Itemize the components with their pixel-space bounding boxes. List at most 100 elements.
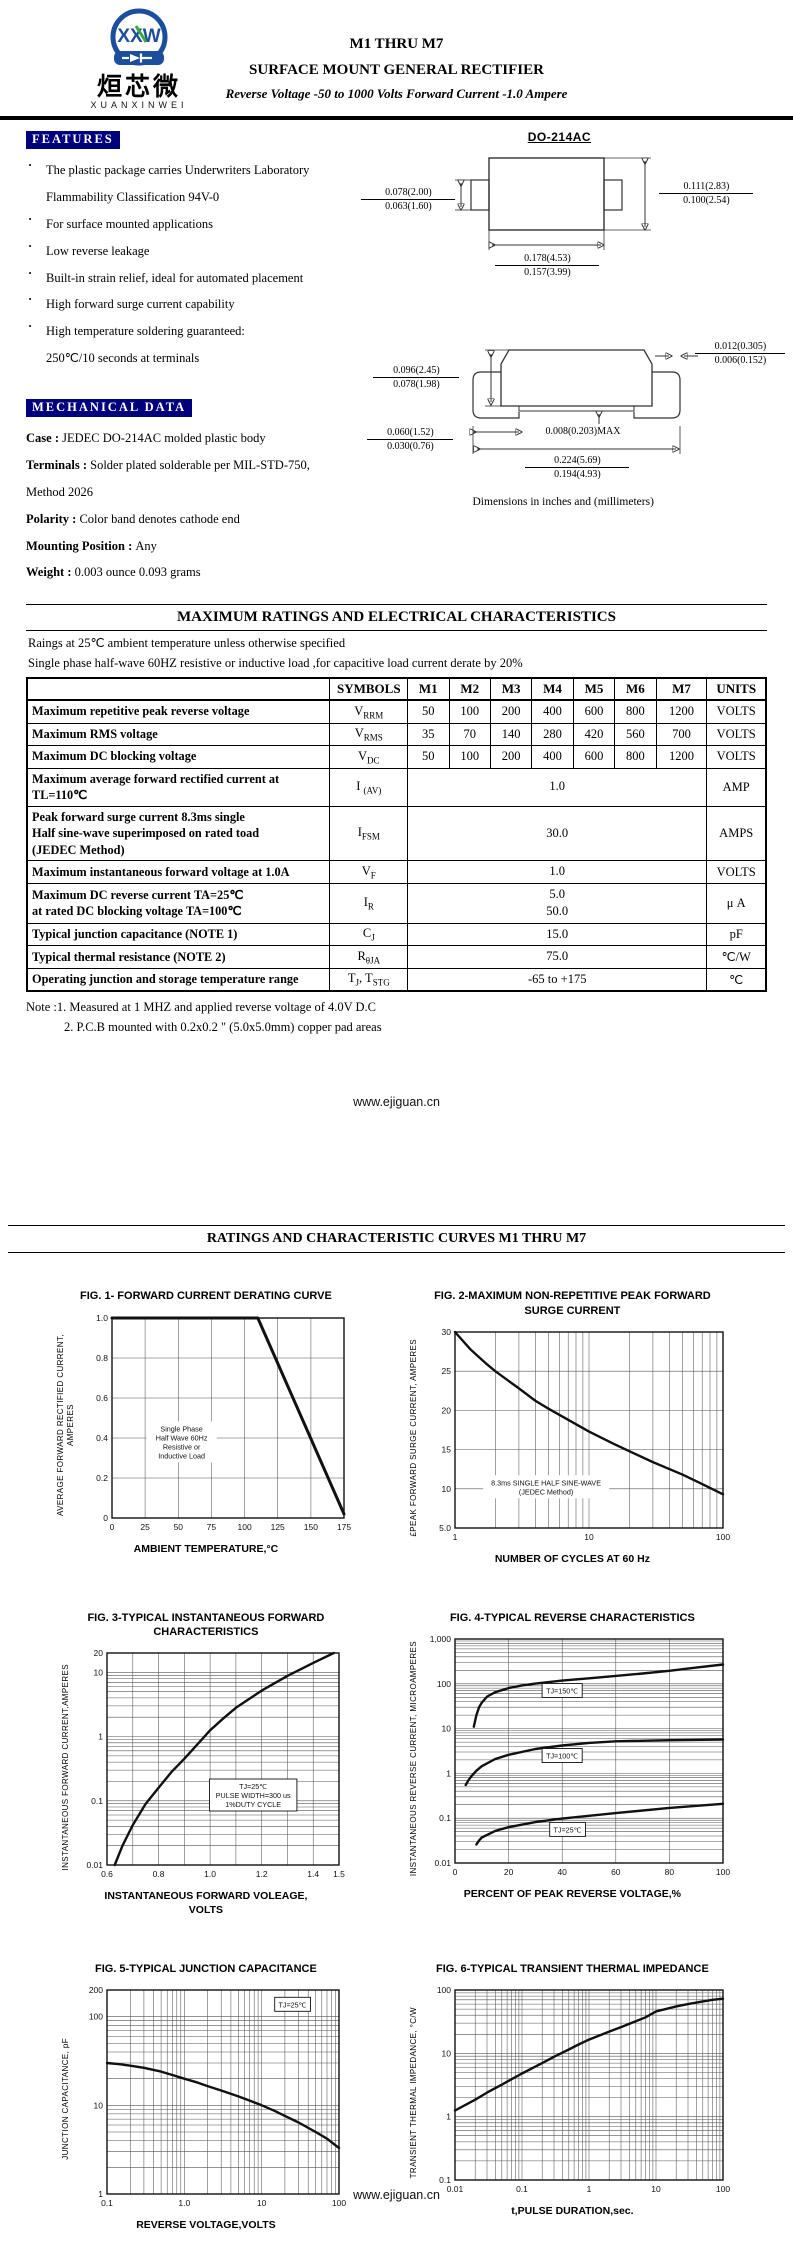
fig6-plot-area: 0.01 0.1 1 10 100 0.1 1 10 100: [419, 1982, 735, 2203]
ratings-symbol: IFSM: [329, 805, 409, 862]
mechanical-row: Case : JEDEC DO-214AC molded plastic bod…: [26, 425, 359, 452]
svg-text:0.1: 0.1: [440, 2175, 452, 2185]
ratings-unit: VOLTS: [706, 860, 767, 884]
fig1-x-axis-label: AMBIENT TEMPERATURE,°C: [30, 1543, 382, 1557]
svg-text:0.01: 0.01: [447, 2184, 464, 2194]
svg-text:100: 100: [437, 1985, 451, 1995]
fig4-plot-area: 0 20 40 60 80 100 0.01 0.1 1 10 100 1,000 TJ=150℃ TJ=…: [419, 1631, 735, 1886]
ratings-unit: VOLTS: [706, 745, 767, 769]
svg-text:0.8: 0.8: [96, 1353, 108, 1363]
value-line: 30.0: [546, 825, 569, 840]
ratings-value: 50: [407, 745, 450, 769]
x-label-line: VOLTS: [188, 1903, 224, 1916]
website-link[interactable]: www.ejiguan.cn: [353, 1095, 440, 1110]
svg-text:1: 1: [447, 2112, 452, 2122]
fig3-y-axis-label: INSTANTANEOUS FORWARD CURRENT,AMPERES: [60, 1663, 70, 1871]
fig1-plot: 0 25 50 75 100 125 150 175 0 0.2 0.4 0.6 0.8 1.0 Singl…: [96, 1313, 351, 1532]
feature-item: For surface mounted applications: [26, 211, 359, 238]
fig3-x-axis-label: INSTANTANEOUS FORWARD VOLEAGE, VOLTS: [30, 1890, 382, 1917]
x-label-line: PERCENT OF PEAK REVERSE VOLTAGE,%: [463, 1888, 682, 1900]
svg-text:10: 10: [442, 1484, 452, 1494]
svg-text:10: 10: [257, 2198, 267, 2208]
fig4-plot: 0 20 40 60 80 100 0.01 0.1 1 10 100 1,000 TJ=150℃ TJ=…: [430, 1634, 731, 1877]
svg-text:5.0: 5.0: [440, 1523, 452, 1533]
ratings-column-header: M1: [407, 677, 450, 701]
svg-text:1: 1: [98, 1732, 103, 1742]
title-block: M1 THRU M7 SURFACE MOUNT GENERAL RECTIFI…: [0, 36, 793, 102]
ratings-symbol: IR: [329, 882, 409, 924]
header-divider: [0, 116, 793, 120]
x-label-line: AMBIENT TEMPERATURE,°C: [133, 1542, 279, 1555]
ratings-parameter: Maximum RMS voltage: [26, 722, 331, 746]
ratings-unit: pF: [706, 922, 767, 947]
ratings-parameter: Peak forward surge current 8.3ms single H…: [26, 805, 331, 862]
parameter-line: Maximum average forward rectified curren…: [32, 771, 280, 786]
ratings-value: 800: [614, 699, 657, 724]
footer-website-link[interactable]: www.ejiguan.cn: [353, 2188, 440, 2202]
ratings-symbol: VRMS: [329, 722, 409, 746]
ratings-symbol: VDC: [329, 745, 409, 769]
svg-text:10: 10: [442, 2048, 452, 2058]
feature-line: Built-in strain relief, ideal for automa…: [46, 270, 304, 285]
ratings-unit: ℃/W: [706, 945, 767, 969]
svg-text:30: 30: [442, 1327, 452, 1337]
mechanical-list: Case : JEDEC DO-214AC molded plastic bod…: [26, 425, 359, 586]
divider: [26, 604, 767, 606]
svg-text:1%DUTY CYCLE: 1%DUTY CYCLE: [225, 1800, 281, 1809]
fig6-curve: [454, 1997, 725, 2112]
svg-text:10: 10: [652, 2184, 662, 2194]
ratings-row: Maximum instantaneous forward voltage at…: [26, 860, 767, 884]
svg-text:TJ=25℃: TJ=25℃: [554, 1825, 582, 1834]
value-line: 15.0: [546, 926, 569, 941]
ratings-value-span: 5.0 50.0: [407, 882, 708, 924]
mechanical-row: Mounting Position : Any: [26, 533, 359, 560]
feature-line: 250℃/10 seconds at terminals: [46, 351, 200, 366]
svg-text:0.1: 0.1: [440, 1813, 452, 1823]
ratings-value-span: 1.0: [407, 767, 708, 807]
fig1-title: FIG. 1- FORWARD CURRENT DERATING CURVE: [30, 1289, 382, 1303]
fig6-x-axis-label: t,PULSE DURATION,sec.: [382, 2205, 763, 2219]
mechanical-text: JEDEC DO-214AC molded plastic body: [62, 431, 266, 445]
svg-text:0.6: 0.6: [96, 1393, 108, 1403]
mechanical-text: Color band denotes cathode end: [79, 511, 240, 526]
value-line: 1.0: [549, 864, 566, 879]
fig4-body: INSTANTANEOUS REVERSE CURRENT, MICROAMPE…: [382, 1631, 763, 1886]
top-view-right-dimension: 0.111(2.83) 0.100(2.54): [659, 180, 754, 207]
ratings-symbol: RθJA: [329, 945, 409, 969]
ratings-parameter: Maximum DC blocking voltage: [26, 745, 331, 769]
parameter-line: Peak forward surge current 8.3ms single: [32, 809, 245, 824]
top-view-left-dimension: 0.078(2.00) 0.063(1.60): [361, 186, 456, 213]
svg-text:10: 10: [442, 1724, 452, 1734]
ratings-parameter: Maximum instantaneous forward voltage at…: [26, 860, 331, 884]
fig5: FIG. 5-TYPICAL JUNCTION CAPACITANCE JUNCT…: [30, 1962, 382, 2233]
ratings-value-span: 1.0: [407, 860, 708, 884]
svg-text:0.1: 0.1: [91, 1796, 103, 1806]
diode-icon: [130, 54, 140, 62]
mechanical-label: Mounting Position :: [26, 538, 136, 553]
svg-text:0.01: 0.01: [435, 1858, 452, 1868]
svg-text:1: 1: [447, 1768, 452, 1778]
svg-text:TJ=100℃: TJ=100℃: [546, 1752, 578, 1761]
ratings-value: 420: [572, 722, 616, 746]
svg-text:TJ=150℃: TJ=150℃: [546, 1687, 578, 1696]
ratings-value: 600: [572, 699, 616, 724]
svg-text:1: 1: [98, 2189, 103, 2199]
mechanical-text: Solder plated solderable per MIL-STD-750…: [90, 457, 310, 472]
fig2-title: FIG. 2-MAXIMUM NON-REPETITIVE PEAK FORWA…: [382, 1289, 763, 1318]
side-view-width-dimension: 0.224(5.69) 0.194(4.93): [525, 454, 630, 481]
svg-text:0.6: 0.6: [101, 1869, 113, 1879]
ratings-parameter: Operating junction and storage temperatu…: [26, 967, 331, 992]
svg-text:Inductive Load: Inductive Load: [158, 1451, 205, 1460]
parameter-line: at rated DC blocking voltage TA=100℃: [32, 904, 242, 919]
fig4-curve: [464, 1738, 725, 1787]
ratings-row: Maximum RMS voltage VRMS 35 70 140 280 420 560 7…: [26, 722, 767, 746]
ratings-section: MAXIMUM RATINGS AND ELECTRICAL CHARACTER…: [0, 604, 793, 1037]
ratings-parameter: Maximum DC reverse current TA=25℃ at rate…: [26, 882, 331, 924]
ratings-symbol: TJ, TSTG: [329, 967, 409, 992]
ratings-unit: ℃: [706, 967, 767, 992]
value-line: 5.0: [549, 886, 566, 901]
ratings-column-header: M6: [614, 677, 657, 701]
fig6-body: TRANSIENT THERMAL IMPEDANCE, °C/W 0.01 0.1…: [382, 1982, 763, 2203]
feature-line: Low reverse leakage: [46, 243, 150, 258]
